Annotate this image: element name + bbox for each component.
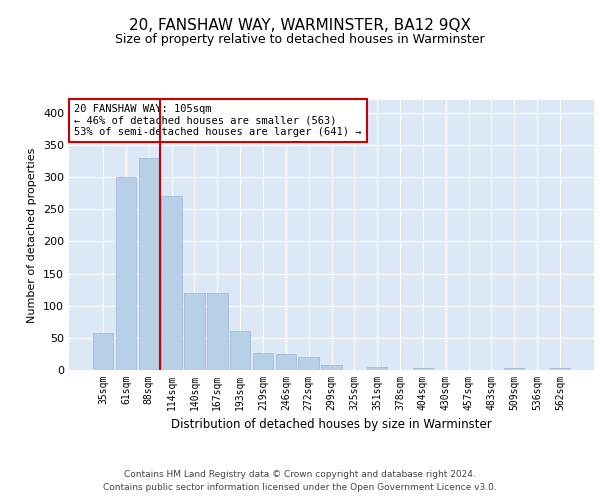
X-axis label: Distribution of detached houses by size in Warminster: Distribution of detached houses by size … — [171, 418, 492, 432]
Bar — [275, 354, 296, 370]
Bar — [298, 357, 319, 370]
Text: Contains HM Land Registry data © Crown copyright and database right 2024.: Contains HM Land Registry data © Crown c… — [124, 470, 476, 479]
Bar — [504, 368, 524, 370]
Bar — [367, 367, 388, 370]
Bar — [93, 334, 113, 370]
Bar — [184, 293, 205, 370]
Bar — [116, 177, 136, 370]
Bar — [550, 368, 570, 370]
Bar — [161, 196, 182, 370]
Bar — [230, 332, 250, 370]
Text: Contains public sector information licensed under the Open Government Licence v3: Contains public sector information licen… — [103, 482, 497, 492]
Text: 20, FANSHAW WAY, WARMINSTER, BA12 9QX: 20, FANSHAW WAY, WARMINSTER, BA12 9QX — [129, 18, 471, 32]
Text: Size of property relative to detached houses in Warminster: Size of property relative to detached ho… — [115, 32, 485, 46]
Text: 20 FANSHAW WAY: 105sqm
← 46% of detached houses are smaller (563)
53% of semi-de: 20 FANSHAW WAY: 105sqm ← 46% of detached… — [74, 104, 362, 137]
Bar — [207, 293, 227, 370]
Bar — [413, 368, 433, 370]
Y-axis label: Number of detached properties: Number of detached properties — [28, 148, 37, 322]
Bar — [139, 158, 159, 370]
Bar — [321, 365, 342, 370]
Bar — [253, 352, 273, 370]
